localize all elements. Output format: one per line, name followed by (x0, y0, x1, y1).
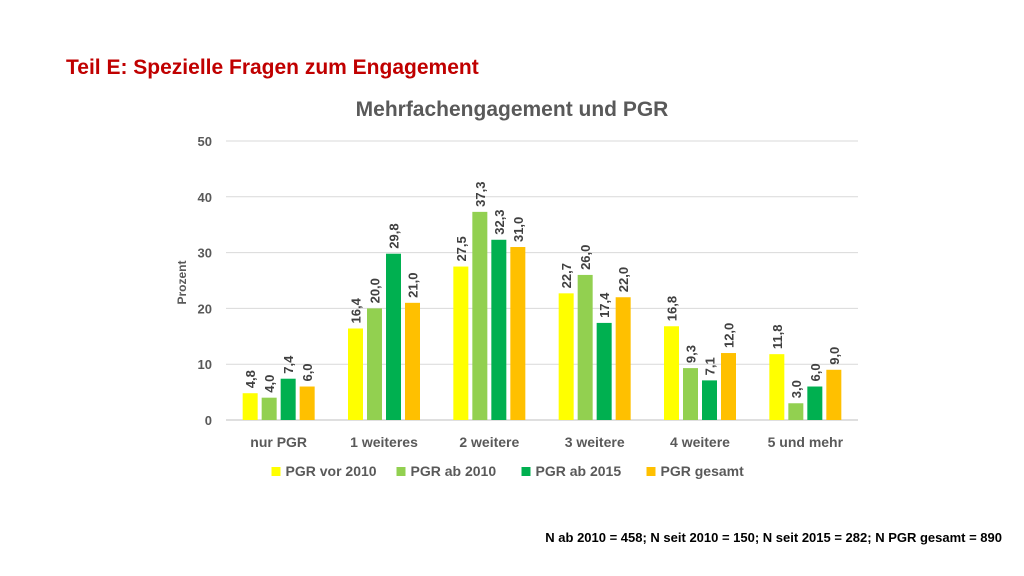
data-label: 22,7 (559, 263, 574, 288)
legend-swatch (646, 467, 656, 476)
data-label: 29,8 (387, 223, 402, 248)
x-axis-categories: nur PGR 1 weiteres 2 weitere 3 weitere 4 wei… (250, 434, 843, 450)
y-tick-label: 0 (205, 413, 212, 428)
bar (558, 293, 574, 420)
y-tick-label: 30 (198, 246, 212, 261)
bar (510, 247, 526, 420)
data-label: 31,0 (511, 217, 526, 242)
bar (261, 397, 277, 420)
bar (683, 368, 698, 420)
bar (405, 302, 420, 420)
y-tick-label: 20 (198, 301, 212, 316)
sample-size-footnote: N ab 2010 = 458; N seit 2010 = 150; N se… (545, 530, 1002, 545)
chart-title: Mehrfachengagement und PGR (356, 98, 669, 121)
legend-swatch (396, 467, 406, 476)
legend-swatch (271, 467, 281, 476)
data-label: 16,4 (349, 297, 364, 323)
bar (386, 253, 401, 420)
data-label: 12,0 (722, 323, 737, 348)
data-label: 11,8 (770, 325, 785, 350)
data-label: 7,4 (281, 355, 296, 374)
data-label: 17,4 (597, 292, 612, 318)
y-tick-label: 50 (198, 134, 212, 149)
bar (299, 386, 315, 420)
bar (242, 393, 258, 420)
bar (577, 274, 593, 420)
bar (721, 353, 736, 420)
data-labels: 4,8 4,0 7,4 6,0 16,4 20,0 29,8 21,0 27,5 37,3 32,3… (243, 182, 842, 399)
data-label: 27,5 (454, 236, 469, 261)
bar (472, 211, 488, 420)
data-label: 20,0 (368, 278, 383, 303)
bar (453, 266, 469, 420)
bar (615, 297, 631, 420)
legend-label: PGR gesamt (661, 463, 745, 479)
x-category-label: 2 weitere (459, 434, 519, 450)
data-label: 22,0 (616, 267, 631, 292)
bar (769, 354, 785, 420)
data-label: 7,1 (703, 357, 718, 375)
legend-label: PGR vor 2010 (286, 463, 377, 479)
data-label: 21,0 (406, 273, 421, 298)
data-label: 9,0 (827, 347, 842, 365)
legend-label: PGR ab 2010 (411, 463, 497, 479)
data-label: 4,8 (243, 370, 258, 388)
gridlines (226, 140, 858, 421)
data-label: 9,3 (684, 345, 699, 363)
data-label: 4,0 (262, 375, 277, 393)
bar (664, 326, 679, 420)
data-label: 6,0 (300, 363, 315, 381)
slide-title: Teil E: Spezielle Fragen zum Engagement (66, 56, 479, 79)
y-axis-ticks: 0 10 20 30 40 50 (198, 134, 212, 428)
x-category-label: 5 und mehr (768, 434, 844, 450)
bar (788, 403, 804, 420)
x-category-label: 4 weitere (670, 434, 730, 450)
legend-label: PGR ab 2015 (536, 463, 622, 479)
bar (596, 322, 612, 420)
data-label: 6,0 (808, 363, 823, 381)
bar (702, 380, 717, 420)
data-label: 32,3 (492, 209, 507, 234)
legend: PGR vor 2010 PGR ab 2010 PGR ab 2015 PGR ge… (271, 463, 745, 479)
bar (348, 328, 363, 420)
y-tick-label: 10 (198, 357, 212, 372)
x-category-label: nur PGR (250, 434, 307, 450)
y-tick-label: 40 (198, 190, 212, 205)
bars (242, 211, 842, 420)
x-category-label: 3 weitere (565, 434, 625, 450)
data-label: 16,8 (665, 296, 680, 321)
bar (826, 369, 842, 420)
y-axis-title: Prozent (175, 260, 189, 304)
data-label: 37,3 (473, 182, 488, 207)
bar (807, 386, 823, 420)
bar (491, 239, 507, 420)
bar (367, 308, 382, 420)
data-label: 3,0 (789, 380, 804, 398)
data-label: 26,0 (578, 245, 593, 270)
bar (280, 378, 296, 420)
legend-swatch (521, 467, 531, 476)
x-category-label: 1 weiteres (350, 434, 418, 450)
